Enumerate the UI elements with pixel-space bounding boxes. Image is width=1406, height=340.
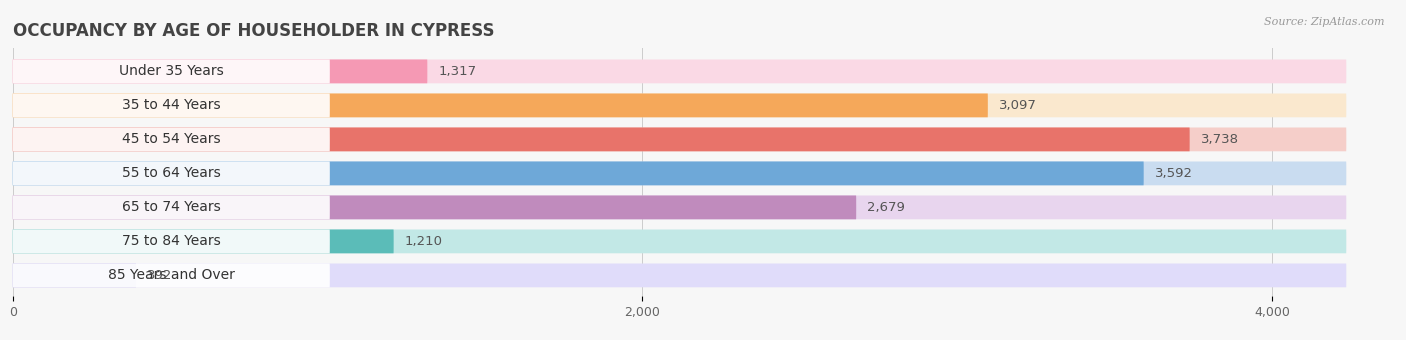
FancyBboxPatch shape — [13, 195, 856, 219]
Text: 45 to 54 Years: 45 to 54 Years — [122, 132, 221, 147]
Text: 35 to 44 Years: 35 to 44 Years — [122, 98, 221, 113]
FancyBboxPatch shape — [13, 59, 1347, 83]
FancyBboxPatch shape — [13, 94, 330, 117]
FancyBboxPatch shape — [13, 59, 427, 83]
FancyBboxPatch shape — [13, 195, 1347, 219]
FancyBboxPatch shape — [13, 128, 1189, 151]
FancyBboxPatch shape — [13, 128, 1347, 151]
Text: Source: ZipAtlas.com: Source: ZipAtlas.com — [1264, 17, 1385, 27]
Text: 75 to 84 Years: 75 to 84 Years — [122, 234, 221, 249]
FancyBboxPatch shape — [13, 230, 1347, 253]
Text: 65 to 74 Years: 65 to 74 Years — [122, 200, 221, 215]
FancyBboxPatch shape — [13, 128, 330, 151]
Text: 3,592: 3,592 — [1154, 167, 1192, 180]
Text: Under 35 Years: Under 35 Years — [120, 64, 224, 79]
FancyBboxPatch shape — [13, 59, 330, 83]
FancyBboxPatch shape — [13, 264, 136, 287]
FancyBboxPatch shape — [13, 162, 1143, 185]
Text: 55 to 64 Years: 55 to 64 Years — [122, 166, 221, 181]
Text: 3,738: 3,738 — [1201, 133, 1239, 146]
Text: 392: 392 — [148, 269, 173, 282]
FancyBboxPatch shape — [13, 94, 988, 117]
FancyBboxPatch shape — [13, 162, 330, 185]
FancyBboxPatch shape — [13, 162, 1347, 185]
FancyBboxPatch shape — [13, 195, 330, 219]
Text: 1,317: 1,317 — [439, 65, 477, 78]
Text: 85 Years and Over: 85 Years and Over — [108, 268, 235, 283]
Text: 2,679: 2,679 — [868, 201, 905, 214]
FancyBboxPatch shape — [13, 230, 394, 253]
Text: 1,210: 1,210 — [405, 235, 443, 248]
Text: 3,097: 3,097 — [998, 99, 1036, 112]
FancyBboxPatch shape — [13, 264, 1347, 287]
FancyBboxPatch shape — [13, 230, 330, 253]
FancyBboxPatch shape — [13, 264, 330, 287]
Text: OCCUPANCY BY AGE OF HOUSEHOLDER IN CYPRESS: OCCUPANCY BY AGE OF HOUSEHOLDER IN CYPRE… — [13, 22, 494, 40]
FancyBboxPatch shape — [13, 94, 1347, 117]
